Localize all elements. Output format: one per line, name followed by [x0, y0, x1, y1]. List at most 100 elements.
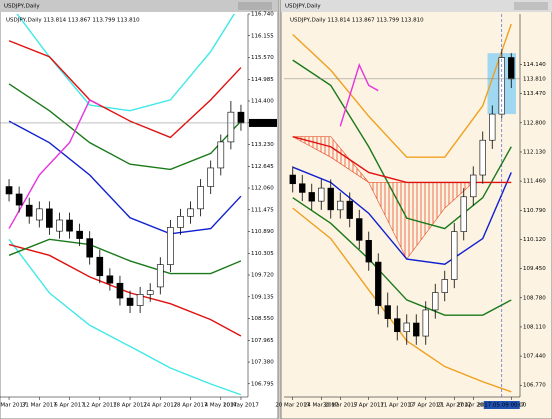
- candle-body: [441, 279, 448, 293]
- y-tick-label: 110.305: [251, 251, 274, 257]
- y-tick-label: 107.965: [251, 338, 274, 344]
- y-tick-label: 115.570: [251, 55, 274, 61]
- cursor-label: 2017.05.09 00:00: [477, 403, 527, 409]
- indicator-line: [8, 238, 242, 275]
- x-tick-label: 30 Mar 2017: [323, 403, 358, 409]
- window-bar: [281, 0, 552, 12]
- window-buttons[interactable]: [238, 2, 272, 10]
- candle-body: [356, 218, 363, 241]
- candle-body: [96, 256, 104, 277]
- candle-body: [308, 192, 315, 202]
- cursor-box: [483, 401, 520, 409]
- indicator-line: [8, 98, 101, 229]
- y-tick-label: 109.135: [251, 294, 274, 300]
- candle-body: [5, 186, 13, 195]
- candle-body: [126, 297, 134, 306]
- y-tick-label: 112.800: [523, 120, 546, 126]
- candle-body: [187, 208, 194, 217]
- candle-body: [337, 200, 344, 211]
- y-tick-label: 111.475: [251, 207, 274, 213]
- y-tick-label: 107.440: [523, 354, 546, 360]
- candle-body: [470, 174, 477, 198]
- last-price-label: 113.810: [251, 120, 274, 126]
- window-title: USDJPY,Daily: [4, 4, 40, 10]
- candle-body: [237, 111, 245, 124]
- y-tick-label: 109.450: [523, 266, 546, 272]
- candle-body: [346, 200, 353, 219]
- candle-body: [106, 275, 114, 284]
- y-tick-label: 112.645: [251, 164, 274, 170]
- y-tick-label: 106.795: [251, 381, 274, 387]
- y-tick-label: 110.120: [523, 237, 546, 243]
- last-price-label: 113.810: [523, 76, 546, 82]
- x-tick-label: 5 Apr 2017: [353, 403, 384, 409]
- x-tick-label: 17 Apr 2017: [409, 403, 444, 409]
- indicator-line: [8, 40, 242, 139]
- candle-body: [227, 111, 235, 143]
- candle-body: [460, 196, 467, 232]
- y-tick-label: 112.130: [523, 149, 546, 155]
- y-tick-label: 114.140: [523, 62, 546, 68]
- y-tick-label: 114.400: [251, 99, 274, 105]
- candle-body: [413, 322, 420, 337]
- y-tick-label: 107.380: [251, 360, 274, 366]
- x-tick-label: 20 Mar 2017: [275, 403, 310, 409]
- candle-body: [384, 305, 391, 319]
- candle-body: [76, 230, 83, 239]
- indicator-line: [292, 197, 512, 316]
- candle-body: [327, 187, 334, 211]
- y-tick-label: 110.790: [523, 208, 546, 214]
- last-price-box: [521, 74, 549, 83]
- candle-body: [136, 294, 144, 306]
- candle-body: [46, 208, 53, 228]
- candle-body: [25, 204, 33, 217]
- last-price-box: [249, 118, 277, 127]
- indicator-line: [8, 83, 242, 171]
- x-tick-label: 28 Apr 2017: [174, 403, 209, 409]
- y-tick-label: 108.110: [523, 324, 546, 330]
- candle-body: [403, 322, 410, 333]
- y-tick-label: 113.230: [251, 142, 274, 148]
- candle-body: [422, 309, 429, 337]
- y-tick-label: 109.720: [251, 273, 274, 279]
- x-tick-label: 6 Apr 2017: [54, 403, 85, 409]
- indicator-line: [292, 23, 512, 158]
- candle-body: [56, 219, 63, 232]
- y-tick-label: 112.060: [251, 186, 274, 192]
- x-tick-label: 21 Apr 2017: [437, 403, 472, 409]
- y-tick-label: 116.155: [251, 33, 274, 39]
- candle-body: [86, 238, 94, 258]
- x-tick-label: 12 Apr 2017: [83, 403, 118, 409]
- y-tick-label: 108.550: [251, 316, 274, 322]
- candle-body: [35, 208, 43, 221]
- candle-body: [375, 261, 382, 306]
- candle-body: [146, 290, 154, 295]
- x-tick-label: 11 Apr 2017: [380, 403, 415, 409]
- x-tick-label: 4 May 2017: [205, 403, 238, 409]
- indicator-line: [339, 62, 379, 127]
- candle-body: [207, 167, 215, 187]
- chart-info: USDJPY,Daily 113.814 113.867 113.799 113…: [290, 18, 424, 24]
- x-tick-label: 18 Apr 2017: [113, 403, 148, 409]
- x-tick-label: 10 May 2017: [223, 403, 259, 409]
- y-tick-label: 106.770: [523, 383, 546, 389]
- x-tick-label: 24 Mar 2017: [304, 403, 339, 409]
- x-tick-label: 27 Mar 2017: [0, 403, 27, 409]
- candle-body: [217, 141, 225, 169]
- y-tick-label: 114.985: [251, 77, 274, 83]
- plot: [5, 14, 245, 396]
- candle-body: [299, 183, 306, 193]
- candle-body: [318, 187, 325, 202]
- candle-body: [479, 139, 486, 176]
- candle-body: [508, 57, 515, 80]
- y-tick-label: 113.470: [523, 91, 546, 97]
- candle-body: [167, 227, 174, 265]
- window-buttons[interactable]: [514, 2, 548, 10]
- candle-body: [156, 264, 164, 288]
- y-tick-label: 108.780: [523, 295, 546, 301]
- plot: [289, 23, 516, 393]
- x-tick-label: 24 Apr 2017: [143, 403, 178, 409]
- candle-body: [177, 215, 184, 228]
- indicator-line: [8, 238, 242, 396]
